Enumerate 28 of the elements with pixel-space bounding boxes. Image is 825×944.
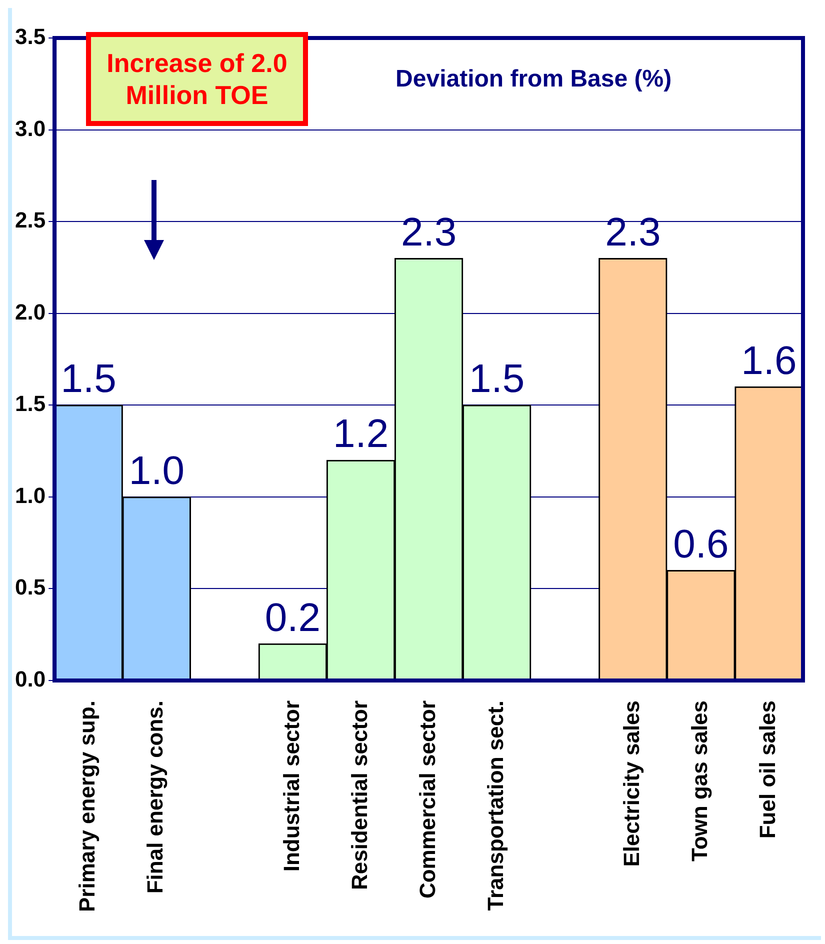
data-label: 1.6: [741, 338, 797, 383]
y-tick-label: 3.5: [14, 24, 46, 50]
annotation: Increase of 2.0 Million TOE: [86, 32, 308, 126]
y-tick-label: 0.5: [14, 574, 46, 600]
x-tick-label: Primary energy sup.: [74, 700, 100, 912]
data-label: 1.2: [332, 412, 389, 456]
x-tick-label: Final energy cons.: [142, 700, 168, 894]
y-tick-label: 1.0: [14, 482, 46, 508]
x-tick-label: Fuel oil sales: [755, 700, 780, 839]
x-tick-label: Electricity sales: [618, 700, 644, 867]
x-tick-label: Transportation sect.: [482, 700, 508, 911]
data-label: 2.3: [605, 210, 661, 254]
data-label: 1.0: [128, 448, 184, 493]
data-label: 0.6: [673, 522, 729, 566]
data-label: 1.5: [469, 357, 525, 402]
x-tick-label: Residential sector: [346, 700, 372, 890]
y-tick-label: 1.5: [14, 391, 46, 416]
y-tick-label: 0.0: [14, 666, 46, 692]
y-tick-label: 2.0: [14, 299, 46, 324]
data-label: 2.3: [400, 210, 457, 254]
data-label: 1.5: [60, 357, 116, 402]
x-tick-label: Industrial sector: [278, 700, 304, 872]
data-label: 0.2: [264, 596, 321, 640]
y-tick-label: 3.0: [14, 116, 46, 141]
text: Deviation from Base (%): [396, 66, 672, 93]
x-tick-label: Commercial sector: [414, 700, 440, 899]
y-tick-label: 2.5: [14, 208, 46, 233]
x-tick-label: Town gas sales: [687, 700, 712, 862]
